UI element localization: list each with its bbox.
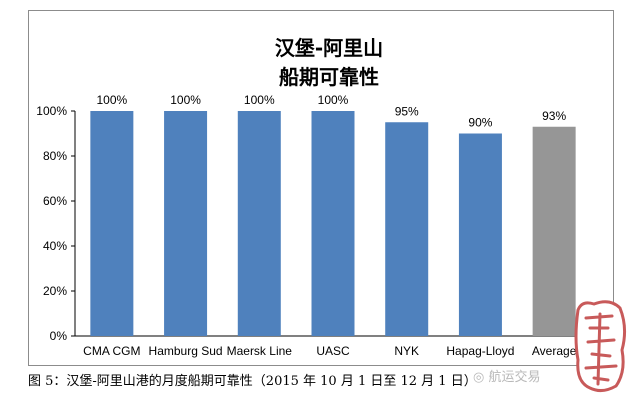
data-labels: 100% 100% 100% 100% 95% 90% 93%	[97, 93, 567, 130]
bars	[90, 111, 576, 336]
bar	[385, 122, 429, 336]
category-label: Average	[532, 344, 577, 358]
data-label: 100%	[318, 93, 349, 107]
y-tick-label: 0%	[50, 329, 68, 343]
bar	[311, 111, 355, 336]
category-label: Hamburg Sud	[149, 344, 223, 358]
wechat-watermark: ◎ 航运交易	[473, 366, 541, 385]
bar	[90, 111, 134, 336]
y-tick-labels: 0% 20% 40% 60% 80% 100%	[36, 104, 67, 343]
wechat-icon: ◎	[473, 370, 485, 385]
data-label: 95%	[395, 104, 419, 118]
bar	[237, 111, 281, 336]
bar	[532, 126, 576, 336]
y-tick-label: 20%	[43, 284, 67, 298]
data-label: 100%	[97, 93, 128, 107]
stamp-stroke	[584, 312, 618, 386]
category-label: UASC	[316, 344, 350, 358]
bar	[458, 133, 502, 336]
chart-frame: 汉堡-阿里山 船期可靠性 0% 20% 40% 60% 80% 100% 100% 100% 1…	[28, 10, 614, 366]
data-label: 100%	[170, 93, 201, 107]
data-label: 100%	[244, 93, 275, 107]
chart-title-line-2: 船期可靠性	[279, 65, 379, 89]
category-label: NYK	[394, 344, 419, 358]
stamp-watermark	[574, 300, 627, 393]
bar	[164, 111, 208, 336]
y-tick-label: 80%	[43, 149, 67, 163]
data-label: 93%	[542, 109, 566, 123]
y-tick-label: 60%	[43, 194, 67, 208]
y-tick-label: 100%	[36, 104, 67, 118]
figure-caption: 图 5：汉堡-阿里山港的月度船期可靠性（2015 年 10 月 1 日至 12 …	[28, 374, 477, 389]
category-label: Hapag-Lloyd	[446, 344, 514, 358]
data-label: 90%	[468, 116, 492, 130]
category-labels: CMA CGM Hamburg Sud Maersk Line UASC NYK Hapa…	[83, 344, 577, 358]
watermark-text: 航运交易	[488, 370, 541, 385]
category-label: Maersk Line	[227, 344, 293, 358]
category-label: CMA CGM	[83, 344, 140, 358]
chart-title-line-1: 汉堡-阿里山	[275, 36, 383, 60]
y-tick-label: 40%	[43, 239, 67, 253]
